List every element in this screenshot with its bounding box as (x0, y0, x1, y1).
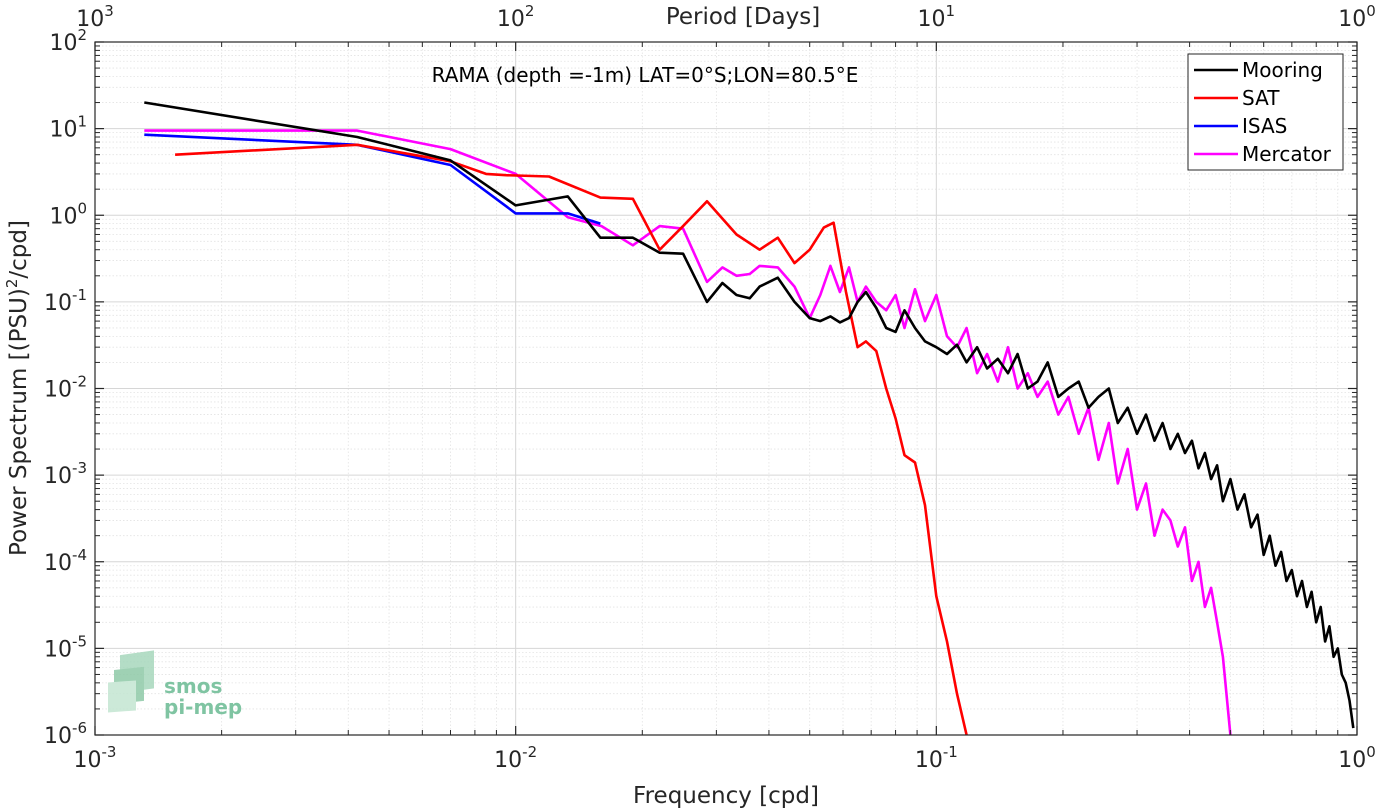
y-tick-base: 10 (49, 118, 77, 143)
y-tick-exp: -1 (72, 286, 87, 304)
y-tick-base: 10 (44, 637, 72, 662)
x-tick-base: 10 (494, 748, 522, 773)
y-tick-exp: 2 (77, 26, 87, 44)
y-tick-base: 10 (49, 31, 77, 56)
legend: Mooring SAT ISAS Mercator (1187, 53, 1344, 171)
chart-annotation: RAMA (depth =-1m) LAT=0°S;LON=80.5°E (432, 63, 859, 87)
y-tick-exp: -5 (72, 632, 87, 650)
series-line-isas (144, 133, 601, 225)
y-tick-base: 10 (44, 464, 72, 489)
y-tick-label: 10-1 (44, 286, 87, 316)
logo-text-pimep: pi-mep (164, 695, 242, 719)
y-tick-label: 10-4 (44, 546, 87, 576)
y-tick-label: 10-5 (44, 632, 87, 662)
logo-text-smos: smos (164, 674, 222, 698)
top-tick-label: 101 (918, 2, 956, 32)
x-tick-label: 10-1 (915, 743, 958, 773)
logo-mark-icon (108, 650, 154, 713)
tick-marks (94, 41, 1358, 736)
y-tick-base: 10 (44, 724, 72, 749)
y-tick-label: 101 (49, 113, 87, 143)
y-axis-title-sup: 2 (3, 279, 21, 289)
top-tick-exp: 2 (525, 2, 535, 20)
y-tick-exp: -2 (72, 373, 87, 391)
top-tick-label: 103 (76, 2, 114, 32)
legend-label-mooring: Mooring (1242, 58, 1323, 82)
top-tick-base: 10 (497, 7, 525, 32)
series-line-mooring (144, 101, 1355, 729)
x-tick-label: 100 (1338, 743, 1376, 773)
x-tick-exp: 0 (1366, 743, 1376, 761)
y-axis-title-end: /cpd] (6, 220, 32, 279)
series-layer (144, 101, 1355, 735)
legend-box (1187, 53, 1344, 171)
x-tick-labels: 10-3 10-2 10-1 100 (74, 743, 1376, 773)
x-tick-base: 10 (915, 748, 943, 773)
y-tick-label: 10-3 (44, 459, 87, 489)
y-tick-exp: -3 (72, 459, 87, 477)
x-tick-exp: -1 (943, 743, 958, 761)
y-tick-exp: -6 (72, 719, 87, 737)
top-tick-label: 102 (497, 2, 535, 32)
y-tick-exp: 0 (77, 199, 87, 217)
y-tick-base: 10 (44, 291, 72, 316)
y-tick-base: 10 (44, 378, 72, 403)
top-tick-exp: 1 (946, 2, 956, 20)
y-tick-label: 10-6 (44, 719, 87, 749)
top-axis-title: Period [Days] (666, 4, 820, 30)
top-tick-base: 10 (918, 7, 946, 32)
y-tick-exp: -4 (72, 546, 87, 564)
top-tick-base: 10 (76, 7, 104, 32)
x-tick-exp: -3 (102, 743, 117, 761)
x-tick-label: 10-2 (494, 743, 537, 773)
top-tick-exp: 3 (104, 2, 114, 20)
x-axis-title: Frequency [cpd] (633, 783, 819, 809)
legend-label-mercator: Mercator (1242, 142, 1332, 166)
x-tick-base: 10 (1338, 748, 1366, 773)
legend-label-sat: SAT (1242, 86, 1280, 110)
y-tick-label: 102 (49, 26, 87, 56)
logo: smos pi-mep (108, 650, 242, 719)
y-tick-base: 10 (49, 204, 77, 229)
top-tick-base: 10 (1338, 7, 1366, 32)
y-tick-base: 10 (44, 551, 72, 576)
x-tick-exp: -2 (522, 743, 537, 761)
y-axis-title-main: Power Spectrum [(PSU) (6, 288, 32, 556)
series-line-sat (175, 143, 968, 735)
x-tick-base: 10 (74, 748, 102, 773)
y-tick-label: 100 (49, 199, 87, 229)
y-axis-title: Power Spectrum [(PSU)2/cpd] (3, 220, 32, 556)
x-tick-label: 10-3 (74, 743, 117, 773)
top-tick-label: 100 (1338, 2, 1376, 32)
y-tick-label: 10-2 (44, 373, 87, 403)
top-tick-exp: 0 (1366, 2, 1376, 20)
legend-label-isas: ISAS (1242, 114, 1287, 138)
y-tick-exp: 1 (77, 113, 87, 131)
top-tick-labels: 103 102 101 100 (76, 2, 1376, 32)
